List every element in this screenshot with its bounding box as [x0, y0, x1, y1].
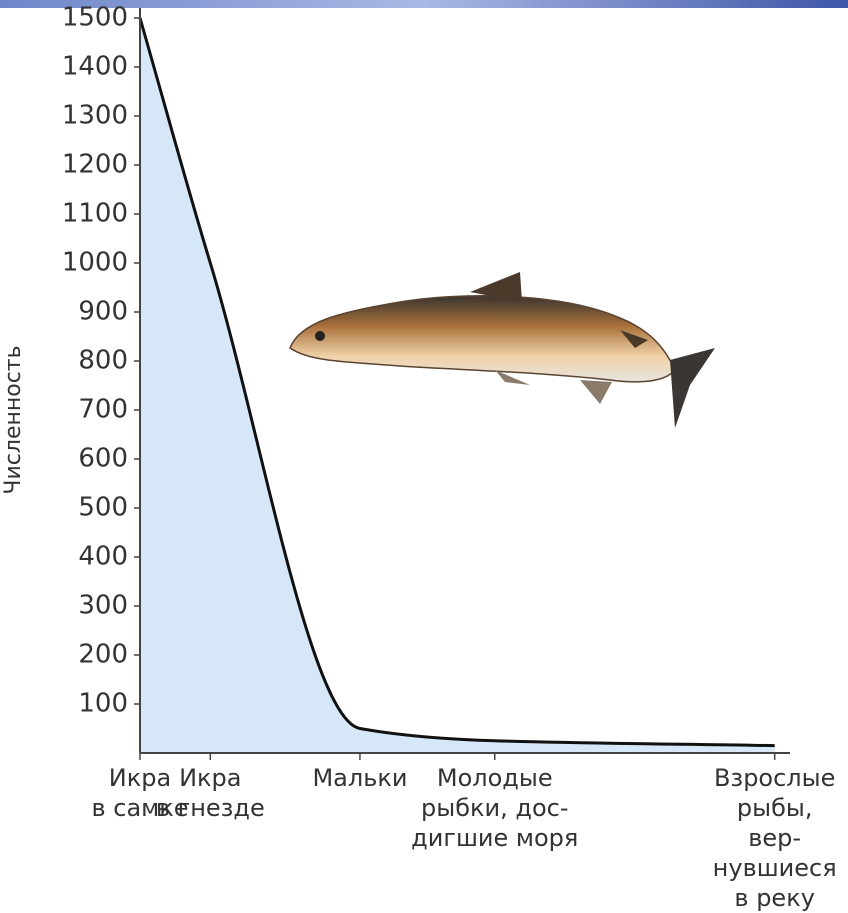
- y-tick-label: 400: [78, 542, 128, 572]
- y-tick-label: 600: [78, 444, 128, 474]
- y-tick-label: 1400: [62, 52, 128, 82]
- y-tick-label: 1200: [62, 150, 128, 180]
- x-tick-label: Мальки: [312, 764, 408, 792]
- y-tick-label: 300: [78, 591, 128, 621]
- y-tick-label: 200: [78, 640, 128, 670]
- area-fill: [140, 18, 775, 753]
- y-tick-label: 1000: [62, 248, 128, 278]
- y-tick-label: 1300: [62, 101, 128, 131]
- y-tick-label: 100: [78, 689, 128, 719]
- x-tick-label: Взрослые рыбы, вер- нувшиеся в реку: [712, 764, 837, 912]
- y-tick-label: 1500: [62, 3, 128, 33]
- y-tick-label: 900: [78, 297, 128, 327]
- y-tick-label: 1100: [62, 199, 128, 229]
- y-tick-label: 800: [78, 346, 128, 376]
- y-tick-label: 500: [78, 493, 128, 523]
- top-bar: [0, 0, 848, 8]
- fish-illustration: [289, 272, 715, 428]
- line: [138, 17, 775, 748]
- x-tick-label: Икра в самке: [91, 764, 189, 822]
- x-tick-label: Икра в гнезде: [155, 764, 265, 822]
- y-axis-label: Численность: [1, 345, 26, 494]
- y-tick-label: 700: [78, 395, 128, 425]
- x-tick-label: Молодые рыбки, дос- дигшие моря: [411, 764, 579, 852]
